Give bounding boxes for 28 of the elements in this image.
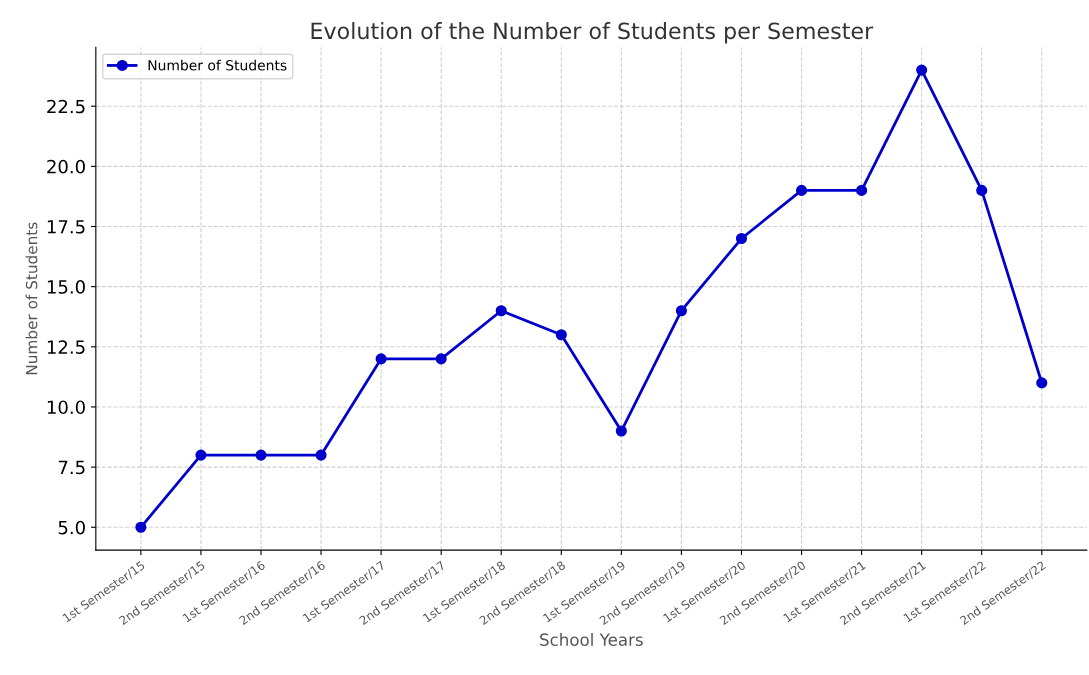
point [856,184,868,196]
y-tick-label: 10.0 [47,400,85,415]
point [615,425,627,437]
y-tick-label: 17.5 [47,220,85,234]
y-tick-label: 7.5 [58,460,85,475]
point [675,305,687,317]
point [795,184,808,196]
y-tick-label: 22.5 [47,99,85,114]
point [916,64,928,76]
point [375,353,387,365]
y-tick-label: 15.0 [47,280,85,294]
point [315,449,327,461]
legend-label: Number of Students [148,59,287,71]
point [495,305,507,317]
point [976,184,988,196]
point [435,353,447,365]
point [735,232,748,245]
point [255,449,267,461]
y-tick-label: 20.0 [47,159,85,174]
point [195,449,207,461]
y-tick-label: 12.5 [47,340,85,354]
point [135,521,147,533]
y-tick-label: 5.0 [58,520,85,535]
point [1036,377,1048,389]
chart-title: Evolution of the Number of Students per Semester [311,22,874,44]
point [555,329,567,341]
y-axis-title: Number of Students [25,222,38,375]
x-axis-title: School Years [540,633,643,646]
